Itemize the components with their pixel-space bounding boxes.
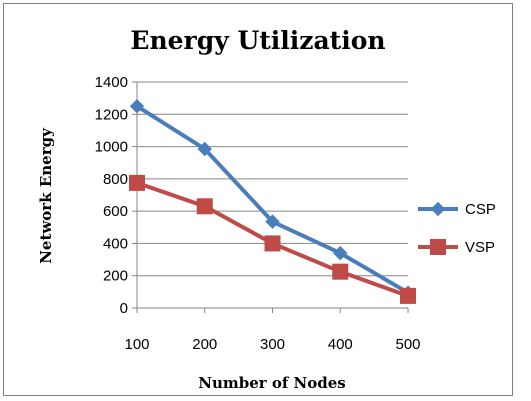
x-axis-title: Number of Nodes (198, 374, 346, 392)
gridlines (137, 81, 408, 277)
y-axis-title: Network Energy (37, 127, 55, 264)
data-point-vsp-300 (264, 235, 281, 252)
legend-label-vsp: VSP (465, 239, 495, 256)
y-tick-label: 0 (120, 300, 128, 317)
y-tick-labels: 0 200 400 600 800 1000 1200 1400 (95, 74, 128, 317)
y-tick-label: 800 (103, 171, 128, 188)
x-tick-label: 300 (260, 336, 285, 353)
data-point-vsp-100 (129, 174, 145, 191)
x-tick-label: 100 (124, 336, 149, 353)
x-tick-label: 200 (192, 336, 217, 353)
data-point-csp-100 (129, 99, 145, 114)
legend-label-csp: CSP (465, 201, 496, 218)
data-point-csp-200 (197, 141, 212, 157)
series (129, 99, 416, 304)
series-line-csp (135, 104, 410, 295)
data-point-csp-400 (333, 245, 348, 261)
data-point-vsp-400 (332, 263, 349, 280)
y-tick-label: 1200 (95, 106, 128, 123)
legend-marker-vsp (430, 239, 446, 255)
y-tick-label: 600 (103, 203, 128, 220)
y-tick-label: 1000 (95, 139, 128, 156)
y-tick-label: 1400 (95, 74, 128, 91)
x-tick-label: 500 (395, 336, 420, 353)
data-point-vsp-500 (400, 287, 416, 304)
y-tick-label: 400 (103, 235, 128, 252)
data-point-csp-300 (265, 214, 280, 229)
x-tick-labels: 100 200 300 400 500 (124, 336, 420, 353)
legend-marker-csp (430, 201, 446, 217)
data-point-vsp-200 (196, 198, 213, 215)
chart-frame (3, 3, 513, 396)
axes (132, 81, 409, 313)
chart-title: Energy Utilization (130, 26, 385, 55)
legend: CSP VSP (418, 201, 496, 256)
y-tick-label: 200 (103, 268, 128, 285)
x-tick-label: 400 (328, 336, 353, 353)
